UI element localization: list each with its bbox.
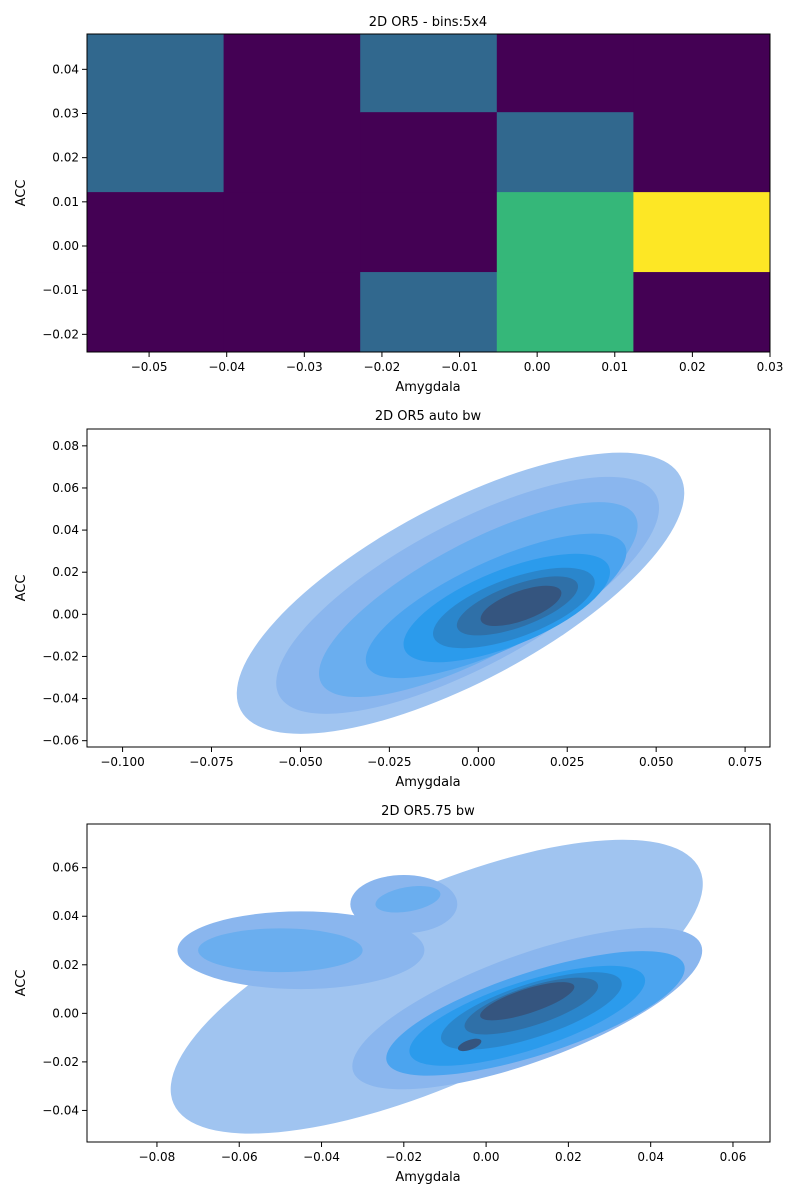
plot-content — [236, 452, 685, 734]
axes-frame — [86, 428, 771, 748]
heatmap-cell — [496, 272, 634, 352]
heatmap-cell — [87, 272, 225, 352]
heatmap-cell — [87, 192, 225, 273]
x-tick-label: 0.050 — [639, 755, 673, 769]
y-tick-label: 0.04 — [52, 62, 79, 76]
heatmap-cell — [223, 192, 361, 273]
x-tick-label: −0.100 — [100, 755, 144, 769]
heatmap-cell — [633, 192, 770, 273]
chart-title: 2D OR5 auto bw — [375, 409, 482, 424]
x-tick-label: 0.025 — [550, 755, 584, 769]
panel-heatmap: 2D OR5 - bins:5x4 −0.05 −0.04 −0.03 −0.02 −0… — [14, 15, 783, 395]
y-tick-label: 0.01 — [52, 195, 79, 209]
x-tick-label: −0.04 — [303, 1150, 340, 1164]
y-tick-label: 0.02 — [52, 565, 79, 579]
x-tick-label: −0.02 — [385, 1150, 422, 1164]
x-tick-label: 0.000 — [461, 755, 495, 769]
y-axis-label: ACC — [14, 575, 29, 602]
panel-kde-auto: 2D OR5 auto bw −0.100 −0.075 −0.050 −0.025 0… — [14, 409, 771, 790]
y-tick-label: −0.02 — [42, 327, 79, 341]
x-tick-label: −0.05 — [131, 360, 168, 374]
heatmap-cell — [223, 34, 361, 193]
x-tick-label: 0.02 — [679, 360, 706, 374]
x-tick-label: −0.050 — [278, 755, 322, 769]
plot-area: −0.05 −0.04 −0.03 −0.02 −0.01 0.00 0.01 0.02 0.0… — [42, 33, 784, 374]
heatmap-cell — [633, 272, 770, 352]
x-tick-label: 0.03 — [757, 360, 784, 374]
y-axis-label: ACC — [14, 970, 29, 997]
heatmap-cell — [223, 272, 361, 352]
density-contour-level — [198, 928, 363, 973]
y-tick-label: 0.00 — [52, 239, 79, 253]
x-tick-label: 0.00 — [524, 360, 551, 374]
x-tick-label: −0.075 — [189, 755, 233, 769]
x-tick-label: 0.00 — [473, 1150, 500, 1164]
x-tick-label: −0.025 — [367, 755, 411, 769]
x-axis-label: Amygdala — [395, 380, 460, 395]
y-tick-label: 0.08 — [52, 439, 79, 453]
x-tick-label: −0.01 — [441, 360, 478, 374]
plot-content — [170, 839, 703, 1134]
x-axis-label: Amygdala — [395, 775, 460, 790]
x-tick-label: 0.02 — [555, 1150, 582, 1164]
y-tick-label: −0.04 — [42, 692, 79, 706]
density-contour-level — [480, 585, 562, 627]
x-tick-label: 0.04 — [637, 1150, 664, 1164]
axes-frame — [86, 33, 771, 353]
plot-content — [87, 34, 770, 352]
density-contour-level — [457, 1038, 482, 1052]
y-tick-label: −0.04 — [42, 1103, 79, 1117]
y-tick-label: −0.02 — [42, 1055, 79, 1069]
density-contour-level — [375, 886, 441, 913]
y-tick-label: 0.06 — [52, 861, 79, 875]
x-tick-label: −0.06 — [221, 1150, 258, 1164]
panel-kde-575: 2D OR5.75 bw −0.08 −0.06 −0.04 −0.02 0.00 0.0… — [14, 804, 771, 1185]
y-tick-label: 0.03 — [52, 107, 79, 121]
density-contour-level — [170, 839, 703, 1134]
x-tick-label: −0.02 — [364, 360, 401, 374]
x-tick-label: 0.06 — [720, 1150, 747, 1164]
y-axis-label: ACC — [14, 180, 29, 207]
x-tick-label: −0.04 — [208, 360, 245, 374]
y-tick-label: 0.02 — [52, 958, 79, 972]
x-tick-label: −0.08 — [139, 1150, 176, 1164]
heatmap-cell — [360, 112, 498, 193]
axes-frame — [86, 823, 771, 1143]
y-tick-label: 0.02 — [52, 151, 79, 165]
heatmap-cell — [496, 112, 634, 193]
chart-title: 2D OR5.75 bw — [381, 804, 475, 819]
x-axis-label: Amygdala — [395, 1170, 460, 1185]
plot-area: −0.08 −0.06 −0.04 −0.02 0.00 0.02 0.04 0.06 −0.0… — [42, 823, 771, 1164]
x-tick-label: 0.075 — [728, 755, 762, 769]
x-tick-label: 0.01 — [601, 360, 628, 374]
heatmap-cell — [360, 34, 498, 113]
y-tick-label: 0.00 — [52, 1006, 79, 1020]
y-tick-label: −0.06 — [42, 734, 79, 748]
heatmap-cell — [87, 34, 225, 193]
y-tick-label: −0.01 — [42, 283, 79, 297]
y-tick-label: −0.02 — [42, 649, 79, 663]
density-contour-level — [480, 982, 575, 1021]
chart-title: 2D OR5 - bins:5x4 — [369, 15, 487, 30]
plot-area: −0.100 −0.075 −0.050 −0.025 0.000 0.025 0.050 0… — [42, 428, 771, 769]
heatmap-cell — [496, 192, 634, 273]
y-tick-label: 0.00 — [52, 607, 79, 621]
x-tick-label: −0.03 — [286, 360, 323, 374]
heatmap-cell — [496, 34, 634, 113]
y-tick-label: 0.04 — [52, 523, 79, 537]
y-tick-label: 0.04 — [52, 909, 79, 923]
heatmap-cell — [360, 192, 498, 273]
y-tick-label: 0.06 — [52, 481, 79, 495]
heatmap-cell — [633, 34, 770, 193]
heatmap-cell — [360, 272, 498, 352]
